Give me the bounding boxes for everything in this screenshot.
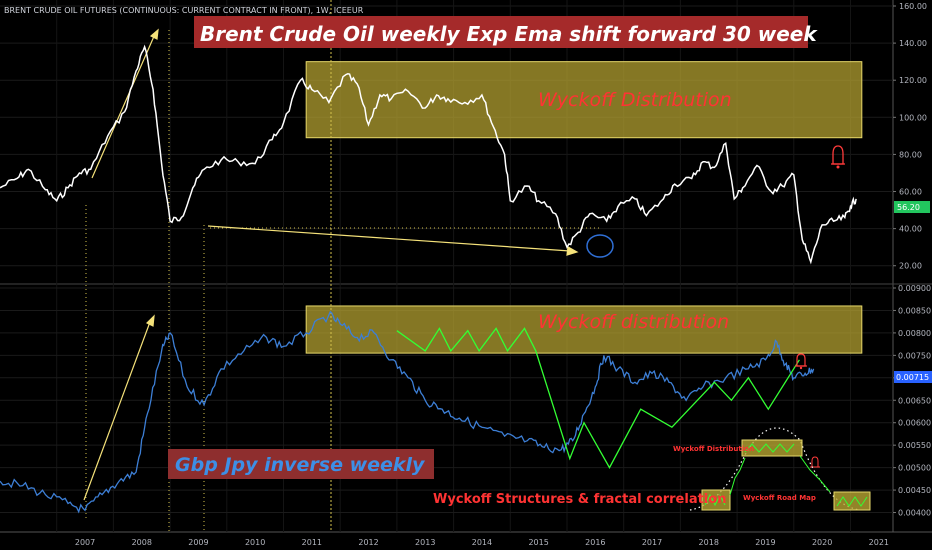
trend-arrows <box>83 28 579 501</box>
x-tick-label: 2012 <box>358 538 378 547</box>
last-price-bottom: 0.00715 <box>896 373 929 382</box>
y-tick-label-top: 120.00 <box>899 76 927 85</box>
arrow-head-up-top <box>149 28 159 40</box>
arrow-up-top <box>91 33 156 179</box>
x-tick-label: 2021 <box>869 538 889 547</box>
series-gbpjpy-line <box>0 310 815 514</box>
title-banner-bottom <box>168 449 434 479</box>
x-tick-label: 2019 <box>755 538 775 547</box>
y-tick-label-bottom: 0.00500 <box>898 464 931 473</box>
title-banner-top <box>194 16 808 48</box>
y-axis-bottom[interactable]: 0.009000.008500.008000.007500.007000.006… <box>893 284 931 518</box>
y-tick-label-bottom: 0.00600 <box>898 419 931 428</box>
arrow-down-top <box>207 225 571 252</box>
x-tick-label: 2009 <box>188 538 208 547</box>
y-tick-label-top: 100.00 <box>899 113 927 122</box>
y-tick-label-bottom: 0.00850 <box>898 306 931 315</box>
series-brent-line <box>0 44 857 265</box>
arrow-head-up-bottom <box>145 314 155 327</box>
x-tick-label: 2007 <box>75 538 95 547</box>
x-tick-label: 2015 <box>528 538 548 547</box>
x-tick-label: 2020 <box>812 538 832 547</box>
y-tick-label-top: 160.00 <box>899 2 927 11</box>
bell-icon[interactable] <box>831 145 845 169</box>
series-wyckoff-projection <box>396 327 800 469</box>
grid-top <box>0 0 893 532</box>
label-inset-distribution: Wyckoff Distribution <box>673 445 754 453</box>
arrow-head-down-top <box>566 246 579 256</box>
y-tick-label-top: 40.00 <box>899 225 922 234</box>
wyckoff-zone-top <box>305 61 863 139</box>
last-price-badge-top <box>894 201 930 213</box>
x-tick-label: 2017 <box>642 538 662 547</box>
x-tick-label: 2010 <box>245 538 265 547</box>
chart-title-top: Brent Crude Oil weekly Exp Ema shift for… <box>200 22 818 46</box>
x-tick-label: 2008 <box>132 538 152 547</box>
wyckoff-road-map-inset <box>689 427 871 511</box>
road-map-zigzag-right <box>836 496 868 507</box>
x-tick-label: 2018 <box>699 538 719 547</box>
y-tick-label-bottom: 0.00550 <box>898 441 931 450</box>
bell-icon[interactable] <box>795 353 807 370</box>
road-map-rise <box>729 457 746 496</box>
road-map-zigzag-left <box>704 493 726 507</box>
low-highlight-circle <box>586 234 614 258</box>
y-axis-top[interactable]: 160.00 140.00 120.00 100.00 80.00 60.00 40.00 2… <box>893 2 927 271</box>
y-tick-label-bottom: 0.00650 <box>898 396 931 405</box>
chart-title-bottom: Gbp Jpy inverse weekly <box>175 454 426 476</box>
zone-label-top: Wyckoff Distribution <box>538 89 732 111</box>
road-map-box-left <box>701 489 731 511</box>
x-tick-label: 2013 <box>415 538 435 547</box>
y-tick-label-top: 80.00 <box>899 150 922 159</box>
last-price-badge-bottom <box>894 371 932 383</box>
road-map-zigzag-top <box>744 443 795 453</box>
y-tick-label-bottom: 0.00800 <box>898 329 931 338</box>
x-axis[interactable]: 2007 2008 2009 2010 2011 2012 2013 2014 2015 2016… <box>75 538 889 547</box>
zone-label-bottom: Wyckoff distribution <box>538 311 729 333</box>
wyckoff-zone-bottom <box>305 305 863 354</box>
road-map-fall <box>799 455 831 493</box>
arrow-up-bottom <box>83 321 151 501</box>
label-fractal-correlation: Wyckoff Structures & fractal correlation <box>433 492 726 507</box>
chart-header: BRENT CRUDE OIL FUTURES (CONTINUOUS: CUR… <box>4 6 364 15</box>
y-tick-label-top: 60.00 <box>899 188 922 197</box>
y-tick-label-bottom: 0.00750 <box>898 351 931 360</box>
y-tick-label-bottom: 0.00400 <box>898 509 931 518</box>
label-road-map: Wyckoff Road Map <box>743 494 816 502</box>
x-tick-label: 2016 <box>585 538 605 547</box>
last-price-top: 56.20 <box>897 203 920 212</box>
y-tick-label-top: 140.00 <box>899 39 927 48</box>
x-tick-label: 2014 <box>472 538 492 547</box>
y-tick-label-top: 20.00 <box>899 262 922 271</box>
y-tick-label-bottom: 0.00450 <box>898 486 931 495</box>
x-tick-label: 2011 <box>302 538 322 547</box>
y-tick-label-bottom: 0.00900 <box>898 284 931 293</box>
